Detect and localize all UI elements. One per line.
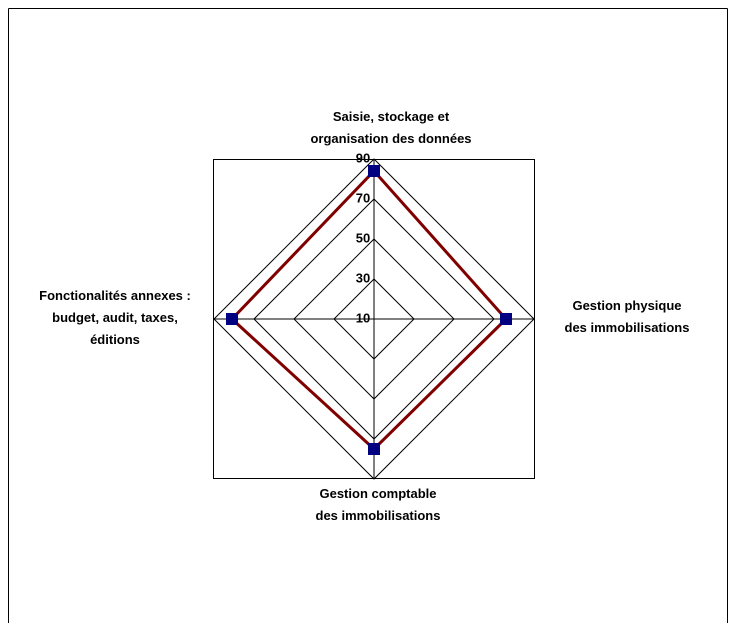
marker bbox=[368, 443, 380, 455]
tick-label: 90 bbox=[356, 150, 370, 165]
category-label: Fonctionalités annexes : budget, audit, t… bbox=[39, 288, 191, 347]
category-label: Saisie, stockage et organisation des donn… bbox=[310, 109, 471, 146]
marker bbox=[368, 165, 380, 177]
tick-label: 50 bbox=[356, 230, 370, 245]
tick-label: 30 bbox=[356, 270, 370, 285]
tick-label: 70 bbox=[356, 190, 370, 205]
marker bbox=[500, 313, 512, 325]
category-label: Gestion comptable des immobilisations bbox=[316, 486, 441, 523]
tick-label: 10 bbox=[356, 310, 370, 325]
marker bbox=[226, 313, 238, 325]
category-label: Gestion physique des immobilisations bbox=[565, 298, 690, 335]
